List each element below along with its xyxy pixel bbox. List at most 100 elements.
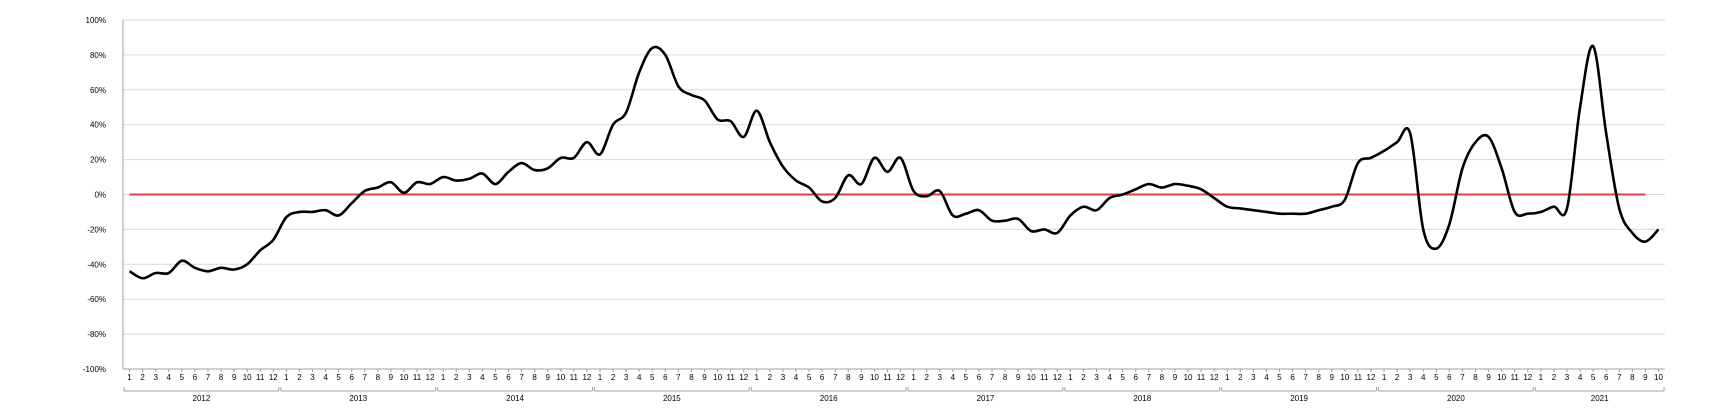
year-label: 2016 xyxy=(820,394,838,403)
month-tick-label: 3 xyxy=(467,373,472,382)
month-tick-label: 11 xyxy=(1511,373,1520,382)
month-tick-label: 4 xyxy=(1578,373,1583,382)
month-tick-label: 11 xyxy=(883,373,892,382)
month-tick-label: 2 xyxy=(611,373,616,382)
month-tick-label: 6 xyxy=(1290,373,1295,382)
month-tick-label: 11 xyxy=(256,373,265,382)
month-tick-label: 2 xyxy=(1238,373,1243,382)
month-tick-label: 2 xyxy=(1552,373,1557,382)
month-tick-label: 12 xyxy=(1523,373,1532,382)
month-tick-label: 9 xyxy=(1643,373,1648,382)
year-label: 2013 xyxy=(349,394,367,403)
month-tick-label: 1 xyxy=(127,373,132,382)
month-tick-label: 5 xyxy=(1277,373,1282,382)
month-tick-label: 8 xyxy=(1316,373,1321,382)
month-tick-label: 7 xyxy=(1617,373,1622,382)
month-tick-label: 2 xyxy=(768,373,773,382)
y-tick-label: 60% xyxy=(90,86,106,95)
y-tick-label: 100% xyxy=(86,16,106,25)
month-tick-label: 10 xyxy=(400,373,409,382)
month-tick-label: 7 xyxy=(1147,373,1152,382)
month-tick-label: 11 xyxy=(570,373,579,382)
month-tick-label: 8 xyxy=(532,373,537,382)
month-tick-label: 10 xyxy=(1027,373,1036,382)
month-tick-label: 9 xyxy=(1486,373,1491,382)
month-tick-label: 10 xyxy=(556,373,565,382)
month-tick-label: 12 xyxy=(426,373,435,382)
month-tick-label: 5 xyxy=(180,373,185,382)
y-tick-labels: 100% 80% 60% 40% 20% 0% -20% -40% -60% -80% -100% xyxy=(83,16,106,374)
month-tick-label: 5 xyxy=(1434,373,1439,382)
month-tick-label: 11 xyxy=(413,373,422,382)
month-tick-label: 6 xyxy=(349,373,354,382)
y-tick-label: 40% xyxy=(90,121,106,130)
month-tick-label: 3 xyxy=(1408,373,1413,382)
month-tick-label: 8 xyxy=(1160,373,1165,382)
month-tick-label: 8 xyxy=(846,373,851,382)
month-tick-label: 2 xyxy=(924,373,929,382)
month-tick-label: 6 xyxy=(1134,373,1139,382)
month-tick-label: 7 xyxy=(1460,373,1465,382)
month-tick-label: 9 xyxy=(702,373,707,382)
month-tick-label: 11 xyxy=(1040,373,1049,382)
month-tick-label: 1 xyxy=(1068,373,1073,382)
y-tick-label: 0% xyxy=(94,191,106,200)
month-tick-label: 4 xyxy=(323,373,328,382)
y-tick-label: -20% xyxy=(87,225,106,234)
month-tick-label: 9 xyxy=(1330,373,1335,382)
y-tick-label: -100% xyxy=(83,365,106,374)
series-line-main xyxy=(128,44,1660,280)
year-label: 2012 xyxy=(193,394,211,403)
year-label: 2018 xyxy=(1133,394,1151,403)
year-label: 2017 xyxy=(977,394,995,403)
month-tick-label: 6 xyxy=(1604,373,1609,382)
month-tick-label: 2 xyxy=(1395,373,1400,382)
month-tick-label: 1 xyxy=(1382,373,1387,382)
month-tick-label: 10 xyxy=(1340,373,1349,382)
month-tick-label: 2 xyxy=(454,373,459,382)
month-tick-label: 2 xyxy=(1081,373,1086,382)
month-tick-label: 10 xyxy=(243,373,252,382)
month-tick-label: 8 xyxy=(1003,373,1008,382)
month-tick-label: 3 xyxy=(153,373,158,382)
month-tick-label: 2 xyxy=(297,373,302,382)
month-tick-label: 9 xyxy=(859,373,864,382)
month-tick-label: 8 xyxy=(1630,373,1635,382)
year-label: 2019 xyxy=(1290,394,1308,403)
month-tick-label: 5 xyxy=(964,373,969,382)
month-tick-label: 12 xyxy=(739,373,748,382)
month-tick-label: 8 xyxy=(376,373,381,382)
axes xyxy=(122,20,1665,392)
month-tick-label: 1 xyxy=(911,373,916,382)
month-tick-label: 7 xyxy=(676,373,681,382)
year-label: 2014 xyxy=(506,394,524,403)
y-tick-label: -80% xyxy=(87,330,106,339)
month-tick-label: 7 xyxy=(206,373,211,382)
month-tick-label: 1 xyxy=(1539,373,1544,382)
month-tick-label: 3 xyxy=(624,373,629,382)
x-tick-labels: 1 2 3 4 5 6 7 8 9 10 11 12 1 2 3 4 5 6 7 8 9 10 11 12 1 2 3 4 5 6 7 8 9 1… xyxy=(127,373,1663,403)
month-tick-label: 3 xyxy=(1565,373,1570,382)
month-tick-label: 4 xyxy=(951,373,956,382)
month-tick-label: 10 xyxy=(1497,373,1506,382)
month-tick-label: 9 xyxy=(545,373,550,382)
month-tick-label: 1 xyxy=(441,373,446,382)
month-tick-label: 9 xyxy=(1173,373,1178,382)
month-tick-label: 4 xyxy=(167,373,172,382)
y-tick-label: -40% xyxy=(87,260,106,269)
month-tick-label: 3 xyxy=(938,373,943,382)
month-tick-label: 5 xyxy=(1591,373,1596,382)
month-tick-label: 1 xyxy=(755,373,760,382)
month-tick-label: 12 xyxy=(896,373,905,382)
month-tick-label: 10 xyxy=(870,373,879,382)
month-tick-label: 11 xyxy=(1354,373,1363,382)
month-tick-label: 4 xyxy=(1421,373,1426,382)
month-tick-label: 10 xyxy=(1654,373,1663,382)
month-tick-label: 10 xyxy=(713,373,722,382)
month-tick-label: 2 xyxy=(140,373,145,382)
y-tick-label: 20% xyxy=(90,156,106,165)
month-tick-label: 6 xyxy=(663,373,668,382)
year-label: 2021 xyxy=(1591,394,1609,403)
month-tick-label: 7 xyxy=(519,373,524,382)
